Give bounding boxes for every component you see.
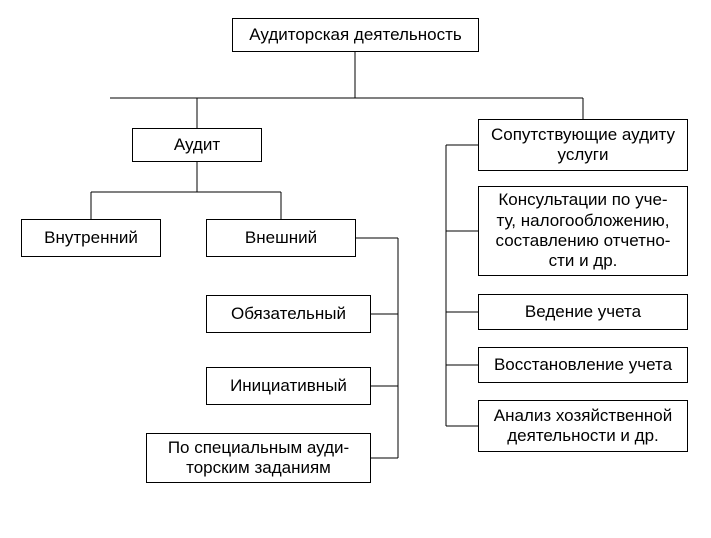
- node-label: Внутренний: [44, 228, 138, 248]
- node-obligatory: Обязательный: [206, 295, 371, 333]
- node-label: Аудит: [174, 135, 220, 155]
- node-special: По специальным ауди- торским заданиям: [146, 433, 371, 483]
- node-services: Сопутствующие аудиту услуги: [478, 119, 688, 171]
- node-root: Аудиторская деятельность: [232, 18, 479, 52]
- node-label: По специальным ауди- торским заданиям: [168, 438, 349, 479]
- node-audit: Аудит: [132, 128, 262, 162]
- node-label: Консультации по уче- ту, налогообложению…: [496, 190, 671, 272]
- node-label: Анализ хозяйственной деятельности и др.: [494, 406, 673, 447]
- node-internal: Внутренний: [21, 219, 161, 257]
- node-bookkeeping: Ведение учета: [478, 294, 688, 330]
- node-initiative: Инициативный: [206, 367, 371, 405]
- node-label: Сопутствующие аудиту услуги: [485, 125, 681, 166]
- node-consulting: Консультации по уче- ту, налогообложению…: [478, 186, 688, 276]
- node-label: Инициативный: [230, 376, 347, 396]
- node-label: Восстановление учета: [494, 355, 672, 375]
- node-analysis: Анализ хозяйственной деятельности и др.: [478, 400, 688, 452]
- node-label: Аудиторская деятельность: [249, 25, 462, 45]
- node-external: Внешний: [206, 219, 356, 257]
- node-label: Ведение учета: [525, 302, 641, 322]
- node-restore: Восстановление учета: [478, 347, 688, 383]
- node-label: Обязательный: [231, 304, 346, 324]
- node-label: Внешний: [245, 228, 317, 248]
